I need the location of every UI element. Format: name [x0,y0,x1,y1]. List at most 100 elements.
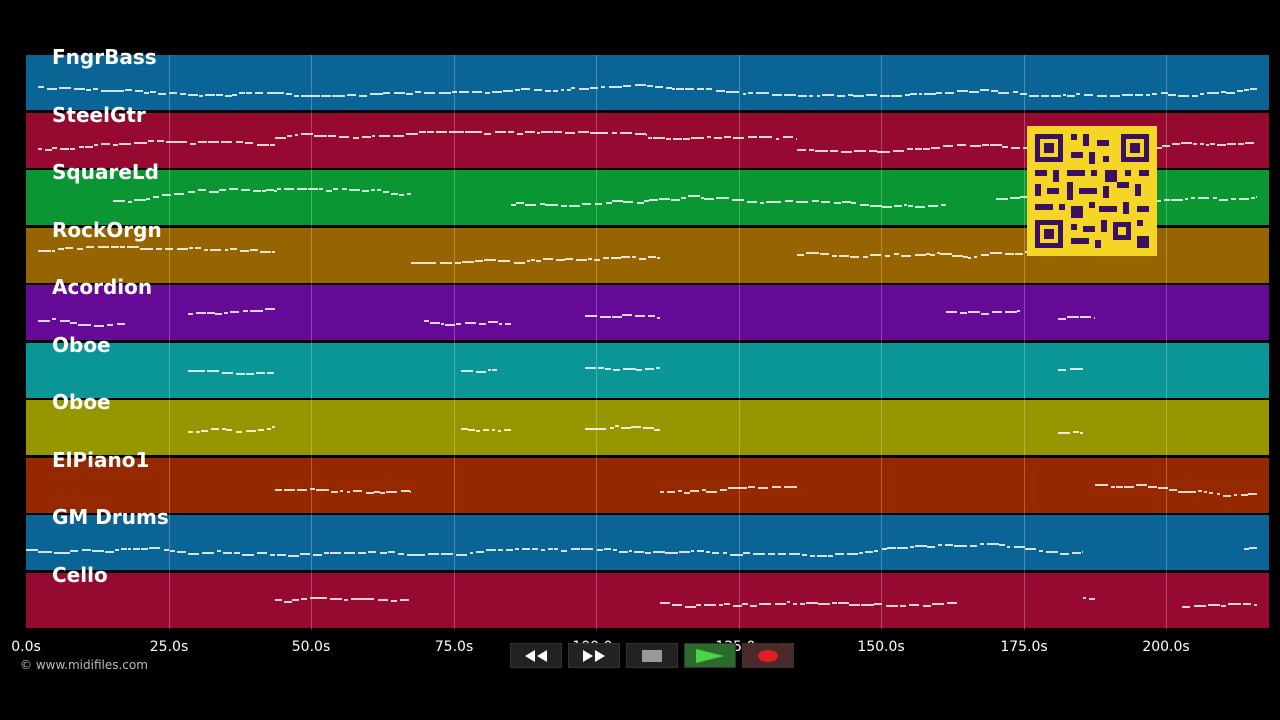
note [187,431,193,433]
note [475,430,480,432]
stop-icon [642,649,662,662]
note [643,427,654,429]
record-button[interactable] [742,643,794,668]
note [1162,145,1170,147]
note [220,141,233,143]
note [427,131,434,133]
note [158,93,167,95]
note [683,138,691,140]
fast-forward-icon [583,649,605,662]
note [881,548,887,550]
note [476,551,485,553]
note [847,553,858,555]
note [667,491,675,493]
note [64,247,74,249]
note [841,151,852,153]
note [232,94,237,96]
note [859,552,864,554]
note [848,94,853,96]
note [630,426,641,428]
note [759,136,773,138]
note [918,93,923,95]
note [469,552,473,554]
note [38,148,42,150]
note [38,320,50,322]
note [1168,489,1178,491]
note [1124,486,1135,488]
note [665,87,672,89]
note [732,91,740,93]
note [828,555,833,557]
note [672,138,682,140]
note [101,90,113,92]
note [1088,598,1095,600]
note [1213,197,1218,199]
note [1199,143,1205,145]
note [649,199,658,201]
note [407,554,419,556]
note [801,554,807,556]
note [719,489,727,491]
note [565,132,575,134]
note [498,430,502,432]
note [423,320,429,322]
note [715,90,725,92]
note [504,260,511,262]
note [648,256,657,258]
note [81,549,91,551]
fast-forward-button[interactable] [568,643,620,668]
note [1010,197,1020,199]
note [758,603,772,605]
note [51,147,57,149]
rewind-button[interactable] [510,643,562,668]
transport-controls [510,643,794,668]
note [133,199,146,201]
note [315,489,329,491]
note [923,93,936,95]
note [230,311,240,313]
note [59,87,72,89]
note [272,251,275,253]
note [472,91,482,93]
stop-button[interactable] [626,643,678,668]
note [1111,486,1115,488]
note [887,547,897,549]
note [1135,484,1147,486]
note [1046,551,1058,553]
note [553,131,563,133]
note [391,600,398,602]
note [1245,142,1255,144]
note [180,93,187,95]
note [235,141,243,143]
note [414,91,422,93]
note [483,259,496,261]
note [830,150,838,152]
note [747,136,758,138]
note [525,131,535,133]
note [423,262,436,264]
note [589,87,598,89]
note [400,490,411,492]
note [498,260,505,262]
note [594,428,606,430]
note [265,189,274,191]
note [659,198,670,200]
track-lane [26,458,1269,513]
note [915,148,923,150]
note [1051,95,1062,97]
note [428,553,440,555]
note [1011,147,1020,149]
note [342,188,348,190]
note [746,201,758,203]
note [444,324,455,326]
note [639,258,646,260]
note [240,189,251,191]
play-button[interactable] [684,643,736,668]
note [97,246,109,248]
note [332,188,339,190]
note [526,260,531,262]
note [196,431,201,433]
note [107,324,114,326]
note [1251,197,1256,199]
note [724,603,730,605]
